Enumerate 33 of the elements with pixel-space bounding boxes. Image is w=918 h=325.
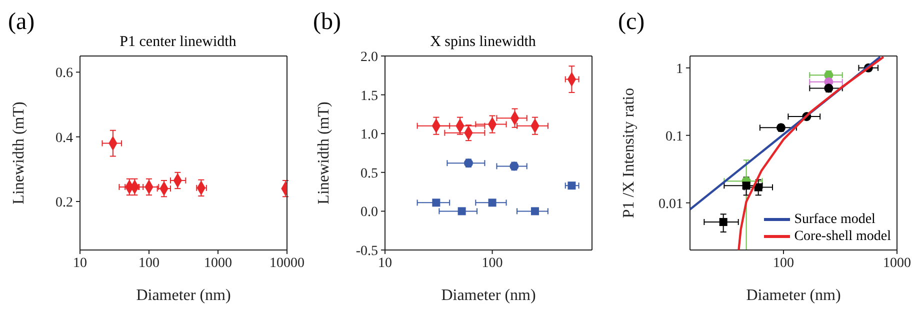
x-tick-label: 10000 bbox=[270, 256, 304, 271]
y-tick-label: 1.5 bbox=[360, 88, 378, 104]
y-tick-label: 0.2 bbox=[56, 195, 73, 210]
x-tick-label: 10 bbox=[73, 256, 87, 271]
y-tick-label: 0.4 bbox=[56, 130, 73, 146]
chart-title: (c) bbox=[618, 8, 645, 36]
chart-subtitle: P1 center linewidth bbox=[118, 34, 238, 51]
y-tick-label: 1.0 bbox=[360, 128, 378, 143]
y-axis-title: Linewidth (mT) bbox=[10, 102, 28, 204]
x-tick-label: 100 bbox=[773, 256, 794, 271]
y-tick-label: 0.1 bbox=[666, 129, 683, 144]
legend-label: Core-shell model bbox=[794, 228, 891, 245]
y-axis-title: P1 /X Intensity ratio bbox=[620, 88, 638, 218]
x-tick-label: 1000 bbox=[204, 256, 232, 271]
x-axis-title: Diameter (nm) bbox=[746, 287, 841, 304]
x-tick-label: 100 bbox=[482, 256, 503, 271]
x-axis-title: Diameter (nm) bbox=[441, 287, 536, 304]
x-tick-label: 100 bbox=[138, 256, 160, 271]
y-tick-label: 2.0 bbox=[360, 50, 378, 65]
legend-label: Surface model bbox=[794, 211, 876, 228]
chart-title: (a) bbox=[8, 8, 35, 36]
x-axis-title: Diameter (nm) bbox=[136, 287, 231, 304]
y-tick-label: 1 bbox=[676, 62, 683, 77]
x-tick-label: 10 bbox=[378, 256, 392, 271]
y-tick-label: -0.5 bbox=[356, 244, 378, 259]
y-tick-label: 0.01 bbox=[658, 196, 683, 212]
x-tick-label: 1000 bbox=[883, 256, 911, 271]
y-tick-label: 0.5 bbox=[360, 166, 378, 182]
chart-title: (b) bbox=[313, 8, 341, 36]
y-tick-label: 0.0 bbox=[360, 205, 378, 220]
y-axis-title: Linewidth (mT) bbox=[316, 102, 333, 204]
chart-subtitle: X spins linewidth bbox=[429, 34, 537, 51]
y-tick-label: 0.6 bbox=[56, 66, 73, 82]
